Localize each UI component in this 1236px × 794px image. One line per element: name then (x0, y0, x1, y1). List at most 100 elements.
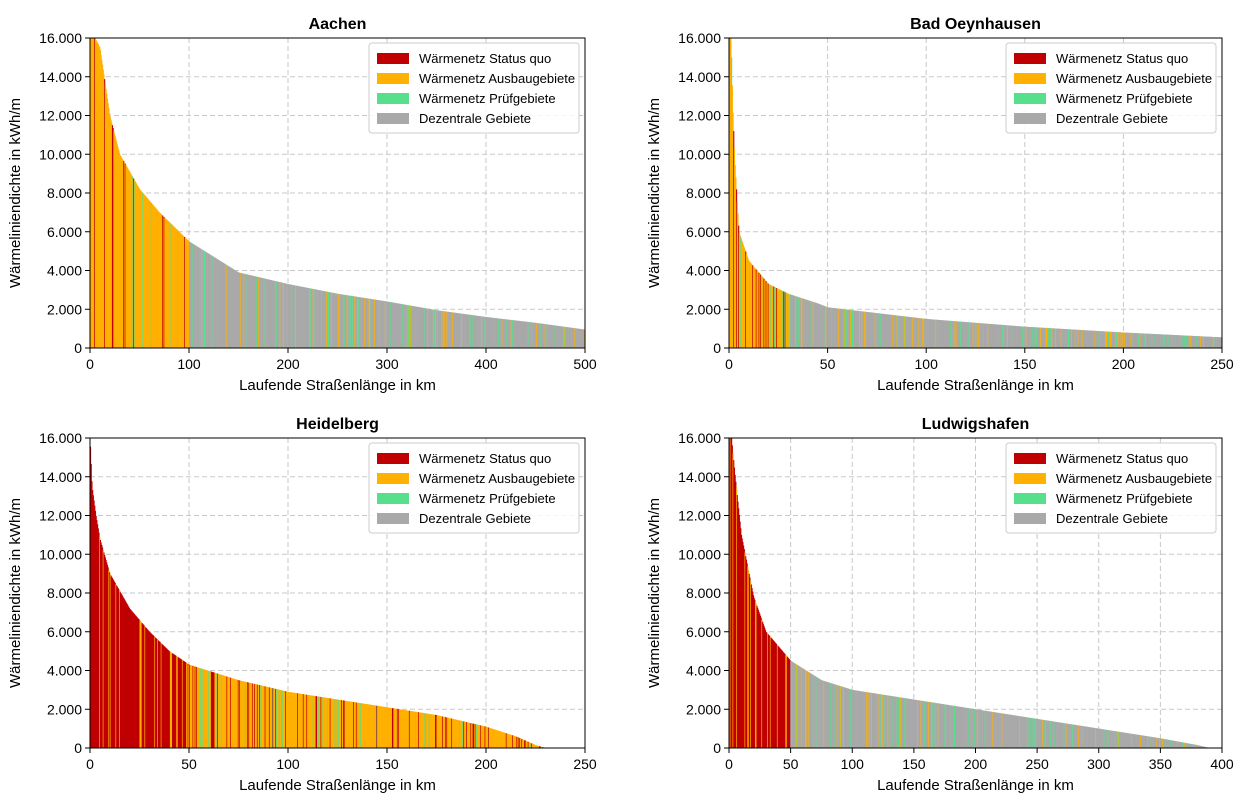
area-strip (775, 287, 777, 348)
area-strip (729, 438, 731, 748)
area-strip (742, 243, 744, 348)
area-strip (1129, 733, 1131, 748)
area-strip (167, 650, 169, 748)
area-strip (776, 288, 778, 348)
area-strip (411, 711, 413, 748)
area-strip (405, 710, 407, 748)
area-strip (242, 273, 244, 348)
area-strip (989, 323, 991, 348)
area-strip (976, 709, 978, 748)
area-strip (1114, 332, 1117, 348)
area-strip (1199, 336, 1201, 348)
area-strip (347, 701, 349, 748)
area-strip (888, 314, 890, 348)
area-strip (938, 319, 940, 348)
area-strip (965, 707, 967, 748)
area-strip (264, 278, 266, 348)
area-strip (570, 327, 572, 348)
area-strip (1183, 742, 1185, 748)
area-strip (181, 234, 183, 348)
area-strip (1164, 334, 1167, 348)
area-strip (1074, 329, 1076, 348)
area-strip (502, 732, 505, 748)
area-strip (283, 690, 285, 748)
area-strip (977, 323, 979, 348)
area-strip (247, 682, 249, 748)
area-strip (1098, 728, 1100, 748)
area-strip (1022, 716, 1024, 748)
area-strip (891, 696, 893, 748)
area-strip (781, 650, 783, 748)
area-strip (406, 710, 408, 748)
area-strip (277, 281, 279, 348)
area-strip (92, 38, 94, 348)
area-strip (1219, 337, 1221, 348)
area-strip (325, 291, 327, 348)
area-strip (1067, 329, 1069, 348)
area-strip (900, 697, 902, 748)
area-strip (379, 706, 382, 748)
area-strip (933, 702, 936, 748)
area-strip (1210, 336, 1212, 348)
area-strip (488, 317, 490, 348)
area-strip (1171, 740, 1173, 748)
area-strip (917, 317, 919, 348)
area-strip (952, 321, 954, 348)
area-strip (738, 225, 740, 348)
area-strip (422, 712, 424, 748)
area-strip (491, 728, 493, 748)
area-strip (1218, 337, 1220, 348)
area-strip (386, 301, 388, 348)
area-strip (1202, 746, 1205, 748)
area-strip (1128, 332, 1130, 348)
area-strip (379, 300, 381, 348)
area-strip (1167, 334, 1169, 348)
area-strip (526, 741, 528, 748)
area-strip (418, 712, 420, 748)
y-tick-label: 10.000 (678, 146, 721, 162)
area-strip (391, 302, 394, 348)
area-strip (281, 282, 283, 348)
area-strip (856, 690, 858, 748)
area-strip (535, 322, 537, 348)
area-strip (857, 690, 859, 748)
area-strip (473, 723, 475, 748)
area-strip (1034, 718, 1036, 748)
area-strip (311, 695, 313, 748)
area-strip (372, 299, 374, 348)
area-strip (246, 274, 249, 348)
area-strip (1134, 333, 1136, 348)
area-strip (793, 295, 795, 348)
legend-label: Wärmenetz Ausbaugebiete (419, 471, 575, 486)
area-strip (109, 113, 111, 348)
area-strip (987, 323, 989, 348)
area-strip (861, 311, 863, 348)
area-strip (1138, 734, 1140, 748)
area-strip (1004, 325, 1006, 348)
area-strip (505, 733, 507, 748)
area-strip (345, 295, 347, 348)
area-strip (157, 640, 159, 748)
area-strip (962, 707, 964, 748)
area-strip (543, 323, 545, 348)
area-strip (843, 687, 845, 748)
area-strip (843, 309, 845, 348)
area-strip (795, 296, 797, 348)
area-strip (730, 438, 732, 748)
area-strip (531, 322, 533, 348)
area-strip (271, 687, 273, 748)
area-strip (1088, 727, 1090, 748)
area-strip (976, 322, 978, 348)
area-strip (92, 495, 94, 748)
area-strip (760, 275, 762, 348)
area-strip (433, 714, 435, 748)
area-strip (263, 686, 265, 748)
area-strip (1031, 718, 1033, 748)
area-strip (330, 292, 332, 348)
area-strip (1108, 730, 1110, 748)
area-strip (326, 291, 328, 348)
area-strip (1014, 325, 1016, 348)
area-strip (905, 316, 907, 348)
area-strip (802, 668, 805, 748)
area-strip (583, 329, 585, 348)
